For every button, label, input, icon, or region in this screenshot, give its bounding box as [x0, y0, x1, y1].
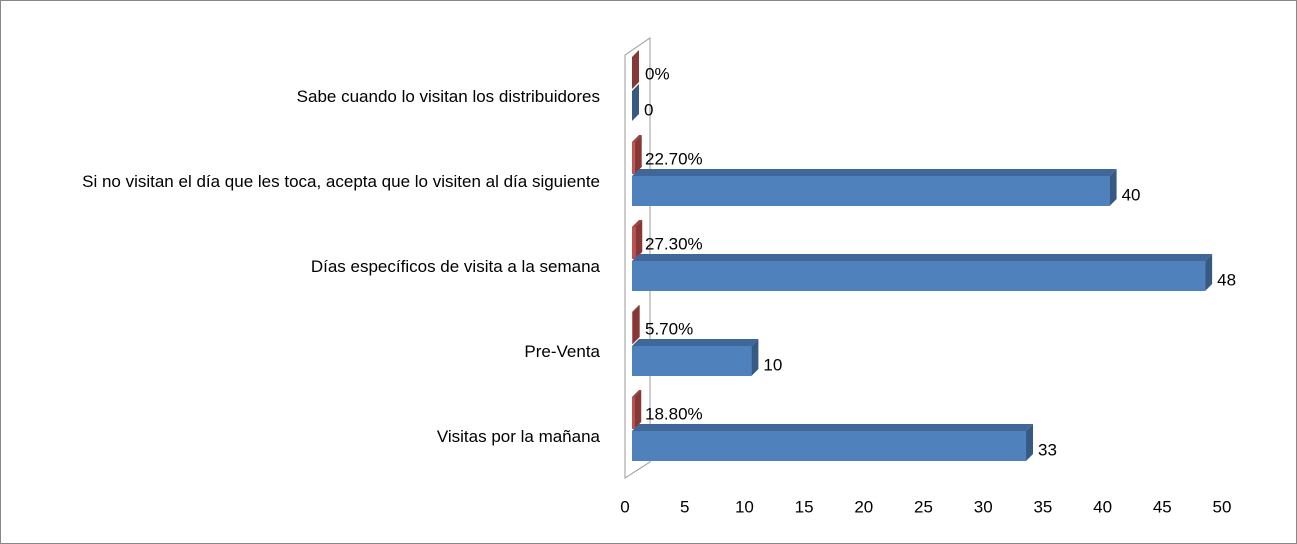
bar-face [1109, 169, 1117, 206]
data-label: 10 [763, 355, 782, 374]
x-tick-label: 10 [735, 497, 754, 516]
data-label: 18.80% [645, 404, 703, 423]
bar-face [751, 339, 759, 376]
bar-face [634, 390, 642, 429]
bar-face [632, 305, 640, 344]
bar [632, 169, 1117, 206]
bar-face [632, 142, 635, 174]
bar-face [632, 339, 759, 346]
data-label: 40 [1122, 185, 1141, 204]
bar [632, 254, 1213, 291]
data-label: 48 [1217, 270, 1236, 289]
back-wall [624, 37, 651, 479]
x-tick-label: 30 [974, 497, 993, 516]
bar-face [632, 254, 1213, 261]
bar-face [634, 135, 642, 174]
bar-face [632, 50, 639, 89]
bar-face [632, 431, 1027, 461]
x-tick-label: 45 [1153, 497, 1172, 516]
bar-face [632, 346, 752, 376]
y-tick-label-text: Visitas por la mañana [436, 427, 600, 446]
bar-face [632, 84, 639, 121]
y-tick-label: Visitas por la mañana [10, 426, 600, 448]
bar-face [632, 169, 1117, 176]
x-tick-label: 0 [620, 497, 629, 516]
x-tick-label: 20 [854, 497, 873, 516]
bar-face [632, 390, 642, 397]
bar-face [1205, 254, 1213, 291]
bar-face [632, 227, 636, 259]
bar [632, 220, 643, 259]
data-label: 33 [1038, 440, 1057, 459]
bar-face [632, 305, 640, 312]
data-label: 27.30% [645, 234, 703, 253]
bar [632, 424, 1034, 461]
y-tick-label-text: Sabe cuando lo visitan los distribuidore… [296, 87, 600, 106]
y-tick-label: Sabe cuando lo visitan los distribuidore… [10, 86, 600, 108]
y-tick-label: Si no visitan el día que les toca, acept… [10, 171, 600, 193]
y-tick-label-text: Pre-Venta [524, 342, 600, 361]
data-label: 0 [644, 100, 653, 119]
bar-face [632, 261, 1206, 291]
data-label: 0% [645, 64, 670, 83]
bar [632, 84, 639, 121]
y-tick-label: Días específicos de visita a la semana [10, 256, 600, 278]
x-tick-label: 5 [680, 497, 689, 516]
x-tick-label: 50 [1213, 497, 1232, 516]
bar-face [632, 312, 633, 344]
bar [632, 339, 759, 376]
bar-face [632, 135, 642, 142]
data-label: 5.70% [645, 319, 693, 338]
x-tick-label: 40 [1093, 497, 1112, 516]
data-label: 22.70% [645, 149, 703, 168]
bar-face [635, 220, 643, 259]
bar [632, 390, 642, 429]
bar-face [632, 176, 1110, 206]
y-tick-label-text: Si no visitan el día que les toca, acept… [82, 172, 600, 191]
bar-face [632, 220, 643, 227]
bar-face [632, 397, 635, 429]
y-tick-label-text: Días específicos de visita a la semana [310, 257, 600, 276]
bar-face [632, 424, 1034, 431]
bar-face [1026, 424, 1034, 461]
x-tick-label: 15 [795, 497, 814, 516]
x-tick-label: 25 [914, 497, 933, 516]
y-tick-label: Pre-Venta [10, 341, 600, 363]
x-tick-label: 35 [1033, 497, 1052, 516]
bar [632, 305, 640, 344]
bar [632, 50, 639, 89]
bar [632, 135, 642, 174]
